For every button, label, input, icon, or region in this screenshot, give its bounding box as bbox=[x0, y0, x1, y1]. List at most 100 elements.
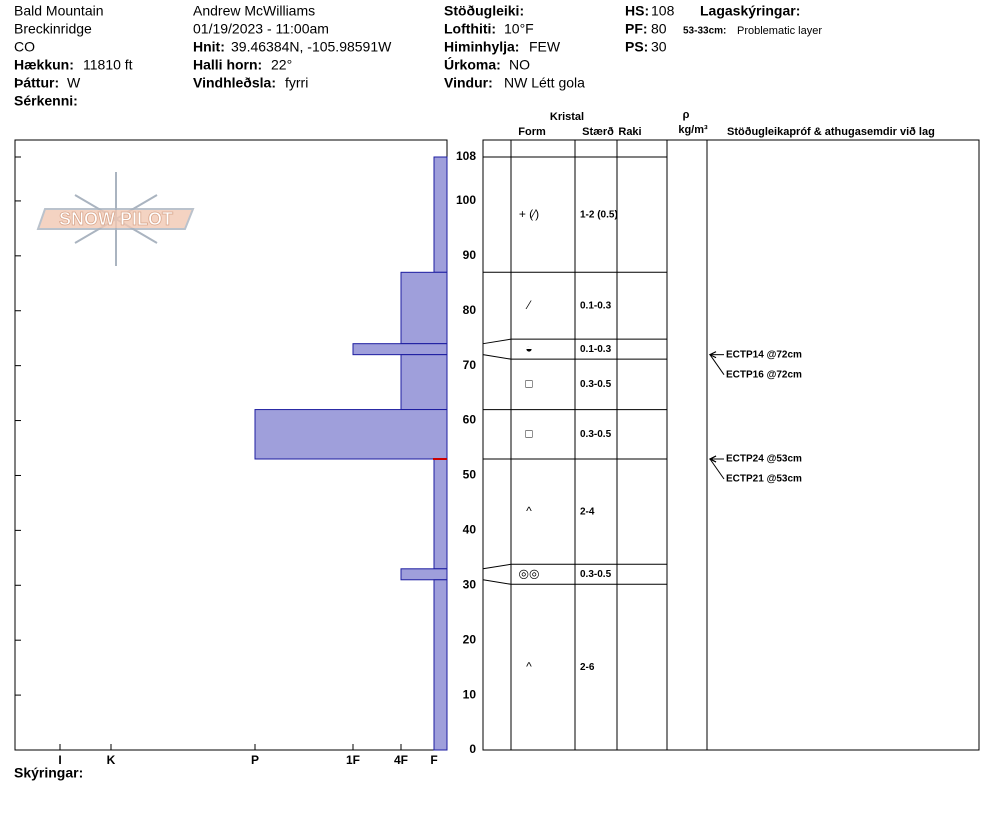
crystal-size: 1-2 (0.5) bbox=[580, 209, 618, 220]
field-value: 39.46384N, -105.98591W bbox=[231, 39, 392, 55]
field-label: Lagaskýringar: bbox=[700, 3, 800, 19]
test-label: ECTP14 @72cm bbox=[726, 349, 802, 360]
crystal-form: ◒ bbox=[525, 341, 532, 355]
field-value: 10°F bbox=[504, 21, 534, 37]
layer-note-range: 53-33cm: bbox=[683, 26, 726, 37]
state: CO bbox=[14, 39, 35, 55]
layer-connector bbox=[482, 563, 512, 570]
field-label: Hnit: bbox=[193, 39, 225, 55]
field-value: W bbox=[67, 75, 81, 91]
field-label: Vindhleðsla: bbox=[193, 75, 276, 91]
x-tick-label: K bbox=[107, 753, 116, 767]
area: Breckinridge bbox=[14, 21, 92, 37]
location: Bald Mountain bbox=[14, 3, 104, 19]
crystal-form: + (⁄) bbox=[519, 207, 539, 221]
field-value: NO bbox=[509, 57, 530, 73]
y-tick-label: 20 bbox=[463, 632, 477, 646]
y-tick-label: 50 bbox=[463, 468, 477, 482]
logo: SNOW PILOT bbox=[36, 172, 195, 266]
field-label: Hækkun: bbox=[14, 57, 74, 73]
y-tick-label: 60 bbox=[463, 413, 477, 427]
hardness-bar bbox=[433, 156, 448, 273]
y-tick-label: 10 bbox=[463, 687, 477, 701]
layer-connector bbox=[482, 579, 512, 585]
crystal-form: ◎◎ bbox=[519, 566, 540, 580]
y-tick-label: 80 bbox=[463, 303, 477, 317]
crystal-form: □ bbox=[525, 377, 532, 391]
test-arrowhead bbox=[708, 351, 717, 359]
layer-note-text: Problematic layer bbox=[737, 25, 822, 37]
header-size: Stærð bbox=[582, 126, 614, 138]
crystal-size: 0.3-0.5 bbox=[580, 569, 612, 580]
table-headers: Kristal Form Stærð Raki ρ kg/m³ Stöðugle… bbox=[518, 109, 935, 138]
y-tick-label: 30 bbox=[463, 577, 477, 591]
header-density-unit: kg/m³ bbox=[678, 124, 708, 136]
field-value: 80 bbox=[651, 21, 667, 37]
crystal-size: 0.3-0.5 bbox=[580, 429, 612, 440]
crystal-form: □ bbox=[525, 426, 532, 440]
crystal-form: ^ bbox=[526, 659, 532, 673]
header-crystal: Kristal bbox=[550, 111, 584, 123]
crystal-size: 2-6 bbox=[580, 662, 595, 673]
field-value: NW Létt gola bbox=[504, 75, 585, 91]
header-moisture: Raki bbox=[618, 126, 641, 138]
header-form: Form bbox=[518, 126, 546, 138]
x-tick-label: F bbox=[430, 753, 437, 767]
field-label: PF: bbox=[625, 21, 648, 37]
y-tick-label: 100 bbox=[456, 193, 476, 207]
crystal-size: 0.3-0.5 bbox=[580, 379, 612, 390]
layer-connector bbox=[482, 338, 512, 345]
table-frame bbox=[482, 139, 980, 751]
field-value: 108 bbox=[651, 3, 675, 19]
field-label: Vindur: bbox=[444, 75, 493, 91]
y-tick-label: 70 bbox=[463, 358, 477, 372]
field-label: Stöðugleiki: bbox=[444, 3, 524, 19]
header-comments: Stöðugleikapróf & athugasemdir við lag bbox=[727, 126, 935, 138]
field-label: Úrkoma: bbox=[444, 56, 501, 73]
test-arrow bbox=[709, 354, 725, 375]
field-label: Lofthiti: bbox=[444, 21, 496, 37]
plot: 0 10 20 30 40 50 60 70 80 90 100 108 I K P 1F 4F F + (⁄) 1-… bbox=[15, 140, 802, 767]
crystal-size: 0.1-0.3 bbox=[580, 300, 612, 311]
hardness-bar bbox=[254, 409, 448, 460]
hardness-bar bbox=[400, 271, 448, 345]
hardness-bar bbox=[433, 458, 448, 570]
test-arrowhead bbox=[708, 455, 717, 463]
header-density: ρ bbox=[683, 109, 690, 121]
crystal-form: ⁄ bbox=[525, 298, 532, 312]
y-tick-label: 40 bbox=[463, 523, 477, 537]
hardness-bar bbox=[400, 354, 448, 411]
field-label: Himinhylja: bbox=[444, 39, 519, 55]
x-tick-label: 1F bbox=[346, 753, 360, 767]
field-label: Halli horn: bbox=[193, 57, 262, 73]
y-tick-label: 108 bbox=[456, 149, 476, 163]
y-tick-label: 90 bbox=[463, 248, 477, 262]
field-value: fyrri bbox=[285, 75, 308, 91]
x-tick-label: P bbox=[251, 753, 259, 767]
hardness-bar bbox=[400, 568, 448, 581]
x-tick-label: 4F bbox=[394, 753, 408, 767]
crystal-form: ^ bbox=[526, 504, 532, 518]
field-value: 11810 ft bbox=[83, 57, 133, 73]
test-arrow bbox=[709, 458, 725, 480]
hardness-bar bbox=[433, 579, 448, 751]
field-label: Sérkenni: bbox=[14, 93, 78, 109]
y-tick-label: 0 bbox=[469, 742, 476, 756]
layer-connector bbox=[482, 354, 512, 360]
field-value: 22° bbox=[271, 57, 292, 73]
test-label: ECTP24 @53cm bbox=[726, 454, 802, 465]
footer-label: Skýringar: bbox=[14, 765, 83, 781]
test-label: ECTP21 @53cm bbox=[726, 474, 802, 485]
field-value: 30 bbox=[651, 39, 667, 55]
field-value: FEW bbox=[529, 39, 561, 55]
logo-text: SNOW PILOT bbox=[59, 209, 173, 229]
datetime: 01/19/2023 - 11:00am bbox=[193, 21, 329, 37]
test-label: ECTP16 @72cm bbox=[726, 369, 802, 380]
x-tick-label: I bbox=[58, 753, 61, 767]
field-label: HS: bbox=[625, 3, 649, 19]
header: Bald Mountain Breckinridge CO Hækkun: 11… bbox=[14, 3, 822, 109]
field-label: PS: bbox=[625, 39, 648, 55]
hardness-bar bbox=[352, 343, 448, 356]
